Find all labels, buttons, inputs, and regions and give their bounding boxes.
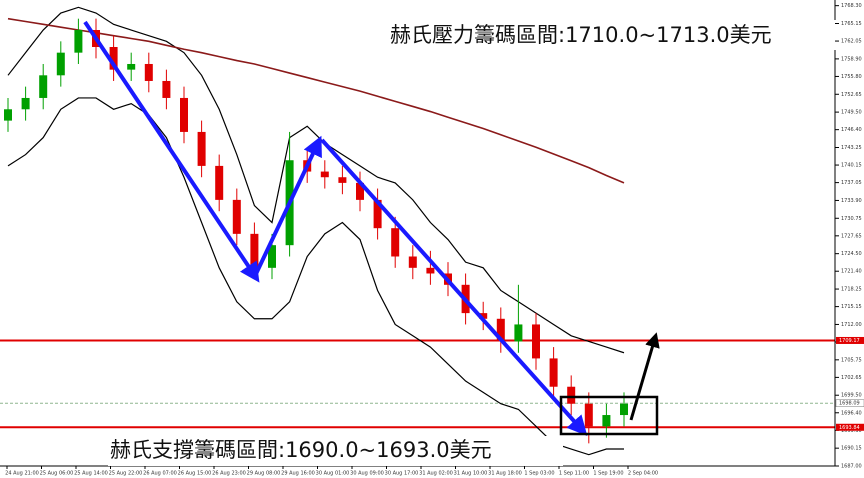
indicator-line: [7, 97, 624, 456]
note-bg: [108, 436, 563, 466]
candle-body: [232, 199, 241, 234]
breakout-arrow: [629, 332, 660, 421]
y-tick-label: 1718.25: [841, 287, 862, 293]
candle-body: [4, 109, 12, 121]
current-price-label: 1698.09: [839, 401, 860, 407]
x-tick-label: 25 Aug 14:00: [74, 471, 108, 477]
candle-body: [602, 415, 611, 427]
level-tag: [836, 423, 864, 431]
trend-arrows: [83, 20, 660, 436]
y-tick-label: 1724.50: [841, 251, 862, 257]
y-tick-label: 1743.25: [841, 145, 862, 151]
x-tick-label: 30 Aug 09:00: [350, 471, 384, 477]
y-tick-label: 1765.15: [841, 21, 862, 27]
candle-body: [215, 165, 224, 200]
indicator-line: [7, 6, 625, 354]
candle-body: [180, 97, 188, 132]
candle-body: [391, 228, 400, 257]
level-label: 1709.17: [839, 338, 860, 344]
candle-body: [620, 403, 628, 416]
note-bg: [388, 20, 836, 50]
plot-area: [0, 0, 835, 466]
candle-body: [320, 171, 329, 178]
y-tick-label: 1749.50: [841, 110, 862, 116]
x-tick-label: 30 Aug 17:00: [385, 471, 419, 477]
x-tick-label: 25 Aug 06:00: [40, 471, 74, 477]
x-tick-label: 29 Aug 16:00: [281, 471, 315, 477]
y-tick-label: 1696.40: [841, 410, 862, 416]
x-tick-label: 31 Aug 18:00: [488, 471, 522, 477]
range-box: [559, 395, 659, 436]
x-tick-label: 24 Aug 21:00: [5, 471, 39, 477]
price-tag: [835, 399, 864, 407]
x-tick-label: 1 Sep 03:00: [524, 471, 554, 477]
x-tick-label: 1 Sep 19:00: [593, 471, 623, 477]
candle-body: [356, 182, 364, 200]
level-label: 1693.84: [839, 425, 860, 431]
x-tick-label: 2 Sep 04:00: [628, 471, 658, 477]
y-tick-label: 1730.75: [841, 216, 862, 222]
y-tick-label: 1705.75: [841, 357, 862, 363]
x-tick-label: 26 Aug 15:00: [178, 471, 212, 477]
x-tick-label: 29 Aug 08:00: [247, 471, 281, 477]
indicator-line: [7, 17, 625, 184]
y-tick-label: 1758.90: [841, 56, 862, 62]
candle-body: [408, 256, 417, 268]
x-tick-label: 31 Aug 10:00: [454, 471, 488, 477]
x-tick-label: 25 Aug 22:00: [109, 471, 143, 477]
y-tick-label: 1755.80: [841, 74, 862, 80]
x-tick-label: 1 Sep 11:00: [559, 471, 589, 477]
candle-body: [567, 386, 576, 404]
y-tick-label: 1733.90: [841, 198, 862, 204]
candle-body: [21, 97, 30, 110]
candle-body: [496, 318, 505, 342]
candle-body: [162, 80, 171, 98]
candle-body: [426, 267, 435, 274]
annotation: 赫氏壓力籌碼區間:1710.0~1713.0美元: [390, 23, 772, 47]
candle-body: [127, 63, 136, 70]
y-tick-label: 1687.00: [841, 464, 862, 470]
y-tick-label: 1768.30: [841, 3, 862, 9]
trend-arrow: [253, 135, 322, 277]
y-tick-label: 1737.05: [841, 180, 862, 186]
y-tick-label: 1715.15: [841, 304, 862, 310]
candle-body: [56, 52, 65, 76]
y-tick-label: 1712.00: [841, 322, 862, 328]
candle-body: [250, 233, 259, 268]
y-tick-label: 1702.65: [841, 375, 862, 381]
level-tag: [836, 336, 864, 344]
y-tick-label: 1690.15: [841, 446, 862, 452]
annotation: 赫氏支撐籌碼區間:1690.0~1693.0美元: [110, 438, 492, 462]
trend-arrow: [83, 20, 260, 283]
trend-arrow: [320, 138, 588, 436]
candle-body: [39, 75, 48, 98]
candle-body: [144, 63, 153, 81]
candle-body: [532, 324, 540, 359]
candle-body: [197, 131, 206, 166]
candle-body: [268, 245, 276, 268]
candle-body: [479, 313, 488, 319]
candle-body: [514, 324, 523, 342]
y-tick-label: 1699.50: [841, 393, 862, 399]
candle-body: [74, 30, 83, 53]
y-tick-label: 1727.65: [841, 233, 862, 239]
y-tick-label: 1693.30: [841, 428, 862, 434]
y-tick-label: 1740.15: [841, 163, 862, 169]
candle-body: [549, 358, 558, 387]
y-tick-label: 1752.65: [841, 92, 862, 98]
x-tick-label: 26 Aug 07:00: [143, 471, 177, 477]
x-tick-label: 31 Aug 02:00: [419, 471, 453, 477]
y-tick-label: 1746.40: [841, 127, 862, 133]
candle-body: [338, 177, 347, 183]
y-tick-label: 1762.05: [841, 39, 862, 45]
x-tick-label: 30 Aug 01:00: [316, 471, 350, 477]
candle-body: [584, 403, 593, 427]
candle-body: [109, 46, 118, 70]
x-tick-label: 26 Aug 23:00: [212, 471, 246, 477]
candle-body: [373, 199, 382, 229]
y-tick-label: 1721.40: [841, 269, 862, 275]
